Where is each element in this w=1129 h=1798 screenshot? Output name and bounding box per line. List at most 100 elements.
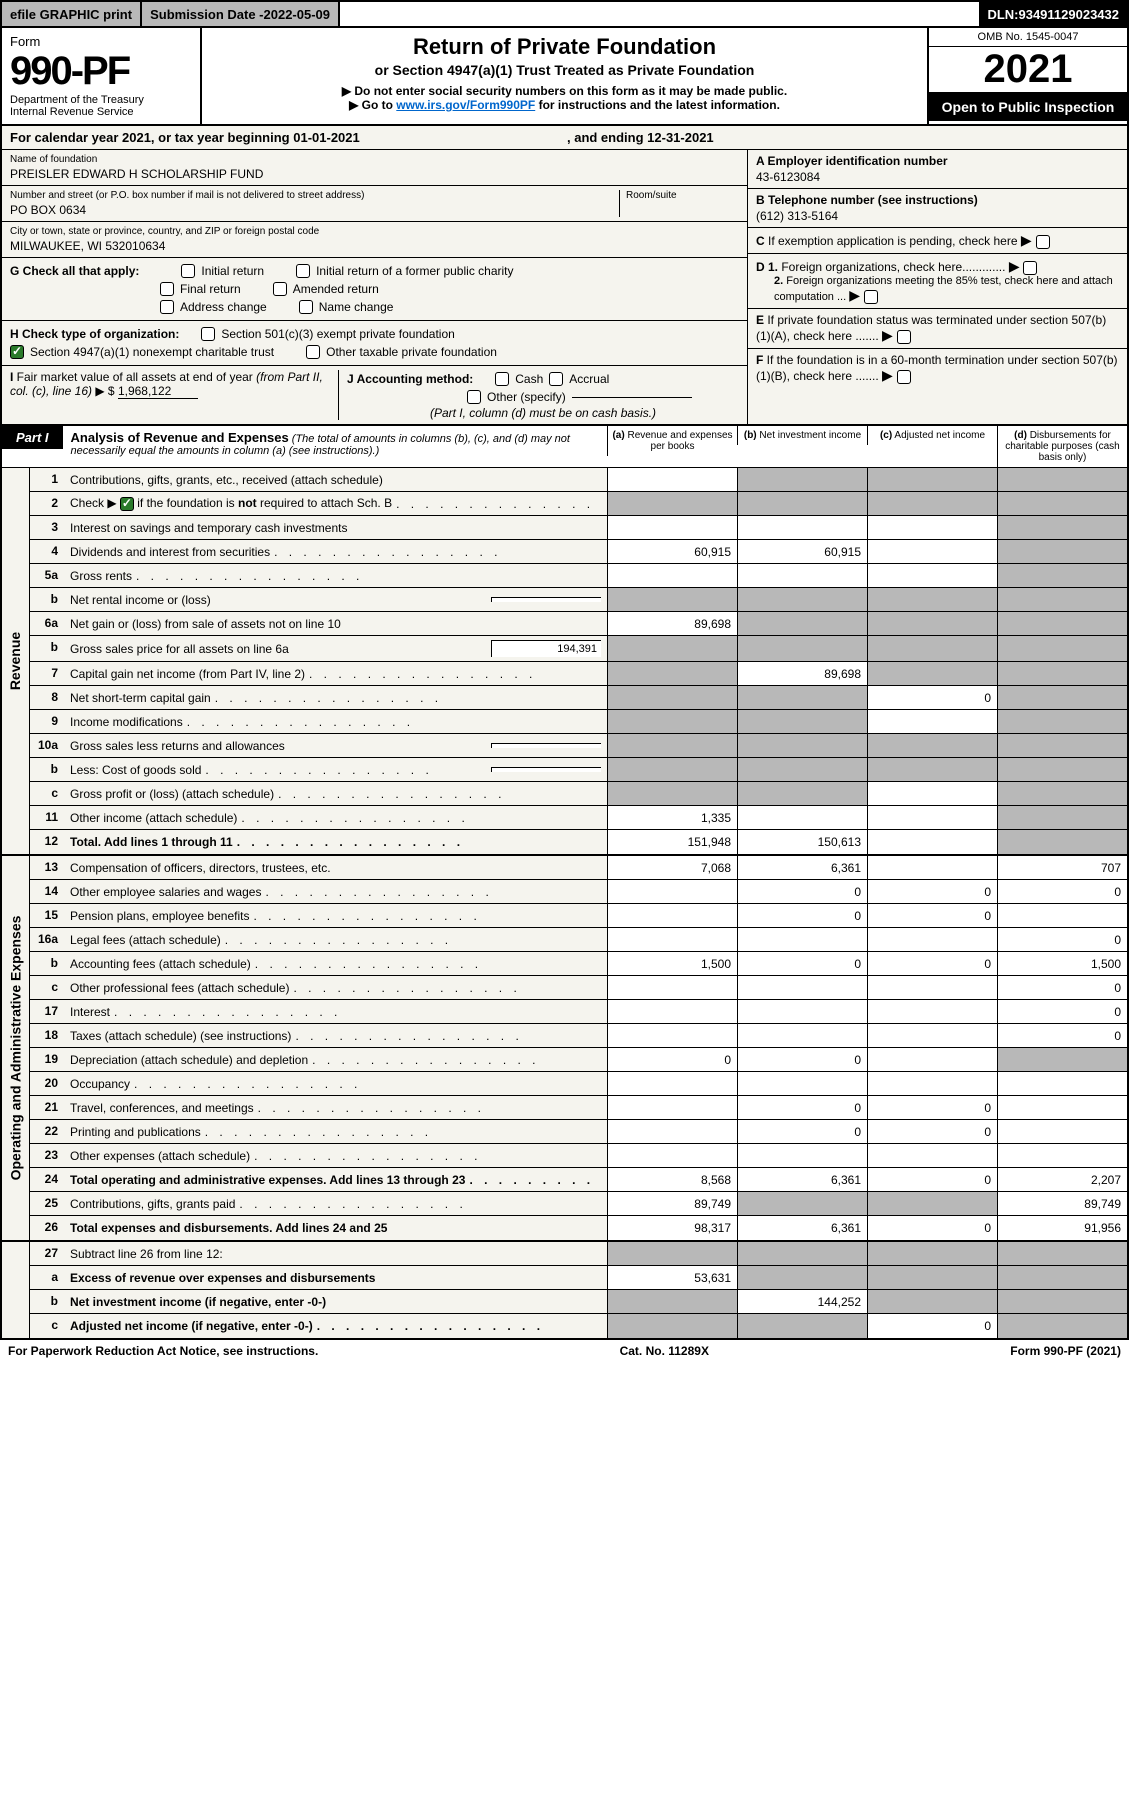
revenue-section: Revenue 1Contributions, gifts, grants, e… <box>0 468 1129 856</box>
value-cell-d <box>997 1048 1127 1071</box>
value-cell-d <box>997 564 1127 587</box>
line-description: Less: Cost of goods sold. . . . . . . . … <box>64 758 607 781</box>
checkbox-4947[interactable] <box>10 345 24 359</box>
line-number: 22 <box>30 1120 64 1143</box>
value-cell-c <box>867 976 997 999</box>
value-cell-c: 0 <box>867 880 997 903</box>
checkbox-d2[interactable] <box>864 290 878 304</box>
table-row: bNet rental income or (loss) <box>30 588 1127 612</box>
opt-initial-return: Initial return <box>201 264 264 278</box>
value-cell-b <box>737 1192 867 1215</box>
checkbox-sch-b[interactable] <box>120 497 134 511</box>
value-cell-a <box>607 564 737 587</box>
checkbox-cash[interactable] <box>495 372 509 386</box>
value-cell-d: 89,749 <box>997 1192 1127 1215</box>
checkbox-e[interactable] <box>897 330 911 344</box>
value-cell-b: 0 <box>737 1120 867 1143</box>
value-cell-a: 89,749 <box>607 1192 737 1215</box>
value-cell-a <box>607 492 737 515</box>
dln-cell: DLN: 93491129023432 <box>979 2 1127 26</box>
checkbox-initial-return[interactable] <box>181 264 195 278</box>
value-cell-d <box>997 1314 1127 1338</box>
table-row: bLess: Cost of goods sold. . . . . . . .… <box>30 758 1127 782</box>
f-60month-cell: F If the foundation is in a 60-month ter… <box>748 349 1127 388</box>
line-description: Net gain or (loss) from sale of assets n… <box>64 612 607 635</box>
c-label: C If exemption application is pending, c… <box>756 234 1018 248</box>
submission-date-cell: Submission Date - 2022-05-09 <box>142 2 340 26</box>
line-description: Interest on savings and temporary cash i… <box>64 516 607 539</box>
address-value: PO BOX 0634 <box>10 201 619 217</box>
value-cell-a <box>607 758 737 781</box>
line-number: 13 <box>30 856 64 879</box>
checkbox-501c3[interactable] <box>201 327 215 341</box>
value-cell-a <box>607 734 737 757</box>
line-description: Contributions, gifts, grants, etc., rece… <box>64 468 607 491</box>
table-row: 20Occupancy. . . . . . . . . . . . . . .… <box>30 1072 1127 1096</box>
table-row: 27Subtract line 26 from line 12: <box>30 1242 1127 1266</box>
value-cell-b <box>737 806 867 829</box>
open-public-badge: Open to Public Inspection <box>929 93 1127 121</box>
line-number: 24 <box>30 1168 64 1191</box>
instructions-link[interactable]: www.irs.gov/Form990PF <box>396 98 535 112</box>
value-cell-c <box>867 1072 997 1095</box>
line-description: Net short-term capital gain. . . . . . .… <box>64 686 607 709</box>
checkbox-final-return[interactable] <box>160 282 174 296</box>
value-cell-d: 0 <box>997 928 1127 951</box>
value-cell-a <box>607 468 737 491</box>
opt-final-return: Final return <box>180 282 241 296</box>
value-cell-b <box>737 734 867 757</box>
value-cell-b <box>737 564 867 587</box>
line-number: 11 <box>30 806 64 829</box>
checkbox-c-pending[interactable] <box>1036 235 1050 249</box>
opt-name-change: Name change <box>319 300 394 314</box>
line-number: 21 <box>30 1096 64 1119</box>
value-cell-c <box>867 710 997 733</box>
value-cell-a <box>607 782 737 805</box>
opt-amended-return: Amended return <box>293 282 379 296</box>
table-row: 3Interest on savings and temporary cash … <box>30 516 1127 540</box>
leader-dots: . . . . . . . . . . . . . . . . <box>255 957 601 971</box>
info-grid: Name of foundation PREISLER EDWARD H SCH… <box>0 150 1129 426</box>
value-cell-a: 1,335 <box>607 806 737 829</box>
ein-cell: A Employer identification number 43-6123… <box>748 150 1127 189</box>
value-cell-a <box>607 662 737 685</box>
value-cell-c <box>867 1144 997 1167</box>
part-1-header: Part I Analysis of Revenue and Expenses … <box>0 426 1129 468</box>
checkbox-other-method[interactable] <box>467 390 481 404</box>
line-description: Accounting fees (attach schedule). . . .… <box>64 952 607 975</box>
e-terminated-cell: E If private foundation status was termi… <box>748 309 1127 349</box>
page-footer: For Paperwork Reduction Act Notice, see … <box>0 1340 1129 1362</box>
value-cell-a <box>607 1314 737 1338</box>
line-description: Other expenses (attach schedule). . . . … <box>64 1144 607 1167</box>
line-description: Check ▶ if the foundation is not require… <box>64 492 607 515</box>
line-number: b <box>30 758 64 781</box>
value-cell-a: 60,915 <box>607 540 737 563</box>
line-number: 19 <box>30 1048 64 1071</box>
d2-label: 2. Foreign organizations meeting the 85%… <box>774 275 1113 303</box>
checkbox-name-change[interactable] <box>299 300 313 314</box>
line-number: b <box>30 636 64 661</box>
value-cell-a: 53,631 <box>607 1266 737 1289</box>
value-cell-a <box>607 516 737 539</box>
checkbox-d1[interactable] <box>1023 261 1037 275</box>
leader-dots: . . . . . . . . . . . . . . . . <box>396 497 601 511</box>
value-cell-c <box>867 1024 997 1047</box>
cal-year-end: 12-31-2021 <box>647 130 714 145</box>
checkbox-accrual[interactable] <box>549 372 563 386</box>
value-cell-d <box>997 516 1127 539</box>
value-cell-d <box>997 540 1127 563</box>
tax-year: 2021 <box>929 47 1127 93</box>
value-cell-d <box>997 1096 1127 1119</box>
checkbox-initial-former[interactable] <box>296 264 310 278</box>
checkbox-address-change[interactable] <box>160 300 174 314</box>
line-number: 9 <box>30 710 64 733</box>
value-cell-d: 707 <box>997 856 1127 879</box>
table-row: 4Dividends and interest from securities.… <box>30 540 1127 564</box>
efile-print-button[interactable]: efile GRAPHIC print <box>2 2 142 26</box>
line-number: b <box>30 588 64 611</box>
checkbox-amended-return[interactable] <box>273 282 287 296</box>
checkbox-other-taxable[interactable] <box>306 345 320 359</box>
checkbox-f[interactable] <box>897 370 911 384</box>
room-suite-label: Room/suite <box>626 190 739 201</box>
table-row: cGross profit or (loss) (attach schedule… <box>30 782 1127 806</box>
